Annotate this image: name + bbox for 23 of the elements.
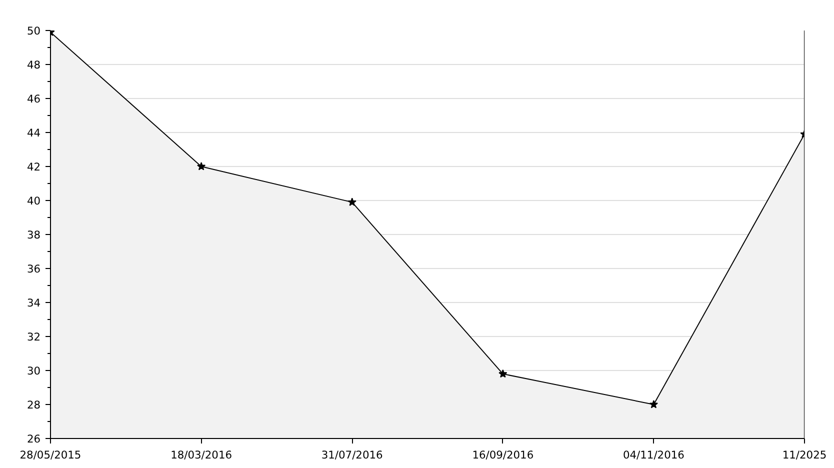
y-tick-label: 42 [26, 160, 41, 174]
point [348, 198, 356, 206]
y-tick-label: 46 [26, 92, 41, 106]
y-tick-label: 36 [26, 262, 41, 276]
y-tick-label: 32 [26, 330, 41, 344]
point [196, 162, 206, 170]
x-tick-label: 11/2025 [782, 448, 827, 462]
y-tick-label: 34 [26, 296, 41, 310]
y-tick-label: 28 [26, 398, 41, 412]
y-tick-label: 44 [26, 126, 41, 140]
x-tick-label: 28/05/2015 [20, 448, 82, 462]
x-tick-label: 31/07/2016 [321, 448, 384, 462]
point [498, 369, 508, 378]
point [649, 400, 658, 408]
y-tick-label: 30 [26, 364, 41, 378]
x-tick-label: 16/09/2016 [472, 448, 534, 462]
y-tick-label: 40 [26, 194, 41, 208]
x-tick-label: 04/11/2016 [622, 448, 685, 462]
y-tick-label: 50 [26, 24, 41, 38]
x-tick-label: 18/03/2016 [170, 448, 232, 462]
y-tick-label: 38 [26, 228, 41, 242]
y-tick-label: 48 [26, 58, 41, 72]
y-tick-label: 26 [26, 432, 41, 446]
